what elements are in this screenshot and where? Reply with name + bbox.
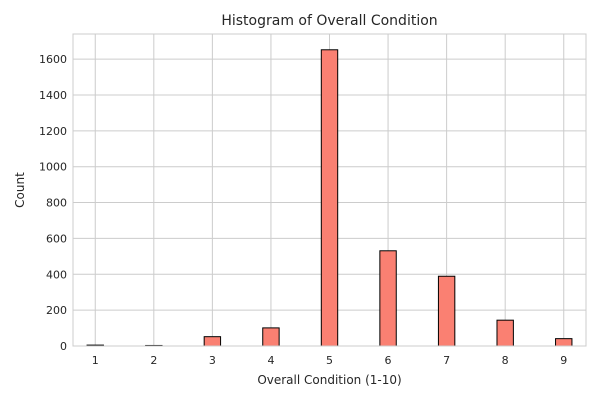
bar-5 — [320, 49, 339, 347]
y-tick-label: 800 — [46, 197, 67, 210]
y-tick-label: 1000 — [39, 161, 67, 174]
x-tick-label: 7 — [443, 354, 450, 367]
y-tick-label: 1600 — [39, 53, 67, 66]
bar-9 — [555, 338, 573, 347]
plot-frame — [72, 33, 587, 347]
y-tick-label: 600 — [46, 232, 67, 245]
y-axis-label: Count — [13, 172, 27, 208]
bar-3 — [203, 336, 222, 347]
y-tick-label: 1200 — [39, 125, 67, 138]
y-tick-labels: 0 200 400 600 800 1000 1200 1400 1600 — [39, 53, 67, 353]
x-tick-label: 6 — [385, 354, 392, 367]
x-tick-label: 9 — [560, 354, 567, 367]
x-tick-label: 2 — [150, 354, 157, 367]
y-tick-label: 200 — [46, 304, 67, 317]
y-tick-label: 0 — [60, 340, 67, 353]
bar-4 — [262, 327, 280, 347]
bar-6 — [379, 250, 397, 347]
bars — [86, 49, 573, 347]
chart-title: Histogram of Overall Condition — [221, 13, 437, 29]
y-tick-label: 400 — [46, 268, 67, 281]
x-tick-label: 3 — [209, 354, 216, 367]
bar-8 — [496, 319, 514, 347]
x-axis-label: Overall Condition (1-10) — [257, 373, 401, 387]
x-tick-label: 5 — [326, 354, 333, 367]
x-tick-label: 8 — [502, 354, 509, 367]
x-tick-label: 4 — [267, 354, 274, 367]
y-tick-label: 1400 — [39, 89, 67, 102]
bar-7 — [437, 275, 456, 347]
x-tick-labels: 1 2 3 4 5 6 7 8 9 — [92, 354, 567, 367]
x-tick-label: 1 — [92, 354, 99, 367]
